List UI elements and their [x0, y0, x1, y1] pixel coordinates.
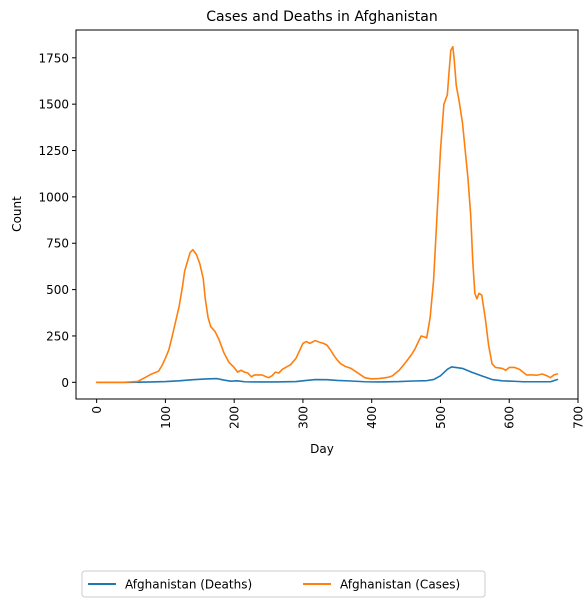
- y-tick-label: 500: [46, 283, 69, 297]
- y-tick-label: 750: [46, 237, 69, 251]
- legend-label-deaths: Afghanistan (Deaths): [125, 578, 252, 592]
- x-tick-label: 100: [159, 406, 173, 429]
- y-axis: 0 250 500 750 1000 1250 1500 1750: [38, 51, 76, 390]
- y-tick-label: 250: [46, 329, 69, 343]
- y-tick-label: 1750: [38, 51, 69, 65]
- x-tick-label: 500: [434, 406, 448, 429]
- x-tick-label: 400: [365, 406, 379, 429]
- y-tick-label: 1000: [38, 190, 69, 204]
- x-axis-label: Day: [310, 442, 334, 456]
- legend: Afghanistan (Deaths) Afghanistan (Cases): [81, 570, 486, 598]
- y-tick-label: 1250: [38, 144, 69, 158]
- plot-frame: [75, 29, 579, 400]
- x-axis: 0 100 200 300 400 500 600 700: [90, 399, 586, 429]
- y-tick-label: 0: [61, 376, 69, 390]
- y-axis-label: Count: [10, 196, 24, 232]
- x-tick-label: 0: [90, 406, 104, 414]
- chart-title: Cases and Deaths in Afghanistan: [206, 9, 437, 25]
- x-tick-label: 600: [503, 406, 517, 429]
- y-tick-label: 1500: [38, 98, 69, 112]
- x-tick-label: 200: [228, 406, 242, 429]
- legend-box: [81, 570, 486, 598]
- series-line-1: [95, 45, 559, 384]
- x-tick-label: 700: [572, 406, 586, 429]
- legend-label-cases: Afghanistan (Cases): [340, 578, 460, 592]
- x-tick-label: 300: [296, 406, 310, 429]
- series-line-0: [95, 366, 559, 384]
